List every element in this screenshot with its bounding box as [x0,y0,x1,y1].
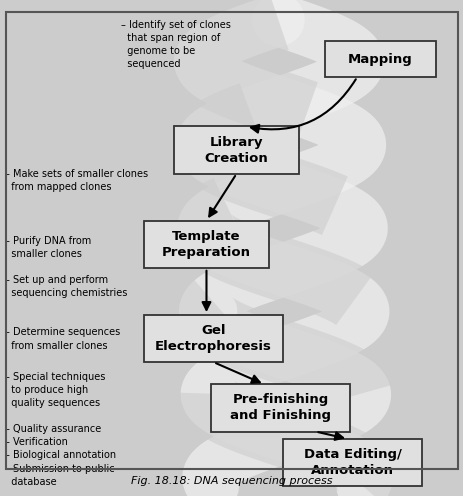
FancyBboxPatch shape [282,439,421,486]
Text: Template
Preparation: Template Preparation [162,230,250,259]
Text: Fig. 18.18: DNA sequencing process: Fig. 18.18: DNA sequencing process [131,476,332,486]
Text: Library
Creation: Library Creation [204,135,268,165]
Text: – Make sets of smaller clones
  from mapped clones: – Make sets of smaller clones from mappe… [5,169,147,192]
Text: – Identify set of clones
  that span region of
  genome to be
  sequenced: – Identify set of clones that span regio… [120,20,230,69]
Text: – Special techniques
  to produce high
  quality sequences: – Special techniques to produce high qua… [5,372,105,408]
FancyBboxPatch shape [324,41,435,77]
FancyBboxPatch shape [211,384,350,432]
Text: Pre-finishing
and Finishing: Pre-finishing and Finishing [230,393,331,423]
Text: Gel
Electrophoresis: Gel Electrophoresis [155,324,271,353]
Text: – Set up and perform
  sequencing chemistries: – Set up and perform sequencing chemistr… [5,275,127,299]
Text: Mapping: Mapping [347,53,412,65]
FancyBboxPatch shape [144,315,282,362]
Text: – Purify DNA from
  smaller clones: – Purify DNA from smaller clones [5,236,91,259]
FancyBboxPatch shape [174,126,299,174]
FancyBboxPatch shape [144,221,269,268]
Text: – Determine sequences
  from smaller clones: – Determine sequences from smaller clone… [5,327,119,351]
Text: Data Editing/
Annotation: Data Editing/ Annotation [303,448,400,477]
Text: – Quality assurance
– Verification
– Biological annotation
– Submission to publi: – Quality assurance – Verification – Bio… [5,424,115,487]
